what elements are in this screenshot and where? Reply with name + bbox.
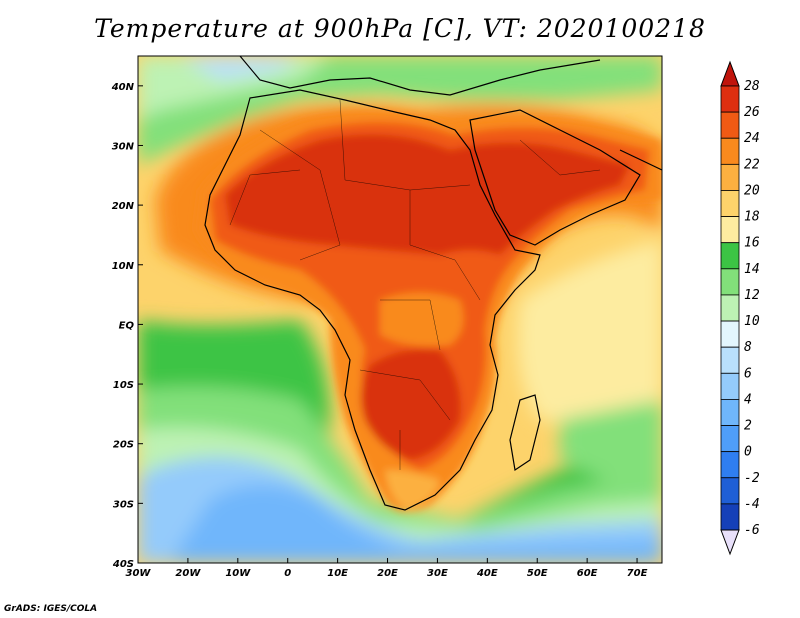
lon-tick-label: 30W	[126, 568, 152, 579]
lon-tick-label: 60E	[577, 568, 598, 579]
colorbar-box	[720, 85, 740, 113]
coast-india	[619, 149, 662, 171]
colorbar-box	[720, 268, 740, 296]
colorbar-box	[720, 477, 740, 505]
lon-tick-label: 10W	[225, 568, 251, 579]
field-indian-green	[560, 400, 662, 500]
colorbar-label: 10	[744, 314, 760, 329]
colorbar-label: -2	[744, 471, 760, 486]
colorbar-box	[720, 216, 740, 244]
lat-tick-label: 40N	[111, 82, 135, 93]
field-satl-blue2	[170, 485, 662, 563]
colorbar-label: 22	[744, 157, 760, 172]
colorbar-label: 4	[744, 392, 752, 407]
colorbar-box	[720, 163, 740, 191]
colorbar-under-triangle	[720, 529, 740, 556]
lon-tick-label: 40E	[476, 568, 498, 579]
lon-tick-label: 20W	[175, 568, 201, 579]
colorbar-box	[720, 320, 740, 348]
credit-label: GrADS: IGES/COLA	[4, 604, 98, 614]
coast-madagascar	[509, 394, 541, 472]
field-land-hot	[225, 134, 630, 255]
colorbar-label: 12	[744, 288, 760, 303]
colorbar-box	[720, 346, 740, 374]
colorbar-box	[720, 425, 740, 453]
lon-tick-label: 70E	[627, 568, 648, 579]
colorbar-box	[720, 111, 740, 139]
colorbar-label: -6	[744, 523, 760, 538]
colorbar-label: 16	[744, 236, 760, 251]
field-north-blue	[180, 56, 300, 80]
lon-tick-label: 50E	[527, 568, 548, 579]
colorbar-label: 18	[744, 210, 760, 225]
colorbar-label: 26	[744, 105, 760, 120]
lat-tick-label: 30S	[113, 499, 134, 510]
colorbar-box	[720, 242, 740, 270]
field-north-cool	[138, 56, 330, 120]
lon-tick-label: 0	[284, 568, 291, 579]
colorbar-box	[720, 399, 740, 426]
colorbar-over-triangle	[720, 60, 740, 87]
lat-tick-label: 30N	[112, 141, 135, 152]
coast-europe	[239, 56, 601, 96]
lat-tick-label: 10N	[112, 261, 135, 272]
colorbar-label: 14	[744, 262, 760, 277]
colorbar-label: -4	[744, 497, 760, 512]
coast-africa	[204, 89, 541, 511]
lat-tick-label: 20N	[112, 201, 135, 212]
colorbar-box	[720, 372, 740, 400]
lat-tick-label: 40S	[112, 559, 134, 570]
colorbar-label: 28	[744, 79, 760, 94]
lon-tick-label: 10E	[327, 568, 348, 579]
lat-tick-label: 20S	[113, 440, 134, 451]
country-borders	[229, 99, 601, 470]
coast-arabia	[469, 109, 641, 246]
colorbar-box	[720, 137, 740, 165]
colorbar-box	[720, 294, 740, 322]
map-frame	[137, 55, 663, 564]
coastlines	[204, 56, 662, 511]
map-title: Temperature at 900hPa [C], VT: 202010021…	[94, 14, 706, 43]
lon-tick-label: 30E	[427, 568, 448, 579]
colorbar-box	[720, 451, 740, 479]
colorbar-label: 24	[744, 131, 760, 146]
field-indian-yellow	[517, 240, 662, 425]
temperature-field	[138, 56, 662, 563]
lat-tick-label: EQ	[119, 320, 135, 331]
lat-tick-label: 10S	[113, 380, 134, 391]
colorbar-label: 0	[744, 445, 752, 460]
colorbar-label: 20	[744, 183, 760, 198]
colorbar-label: 2	[744, 419, 752, 434]
colorbar-box	[720, 190, 740, 217]
field-congo-orange	[380, 292, 464, 347]
latitude-axis: 40N 30N 20N 10N EQ 10S 20S 30S 40S	[111, 82, 143, 570]
colorbar-box	[720, 503, 740, 531]
field-land-hot-south	[361, 349, 461, 460]
lon-tick-label: 20E	[377, 568, 398, 579]
colorbar-label: 6	[744, 366, 752, 381]
colorbar-label: 8	[744, 340, 752, 355]
longitude-axis: 30W 20W 10W 0 10E 20E 30E 40E 50E 60E 70E	[126, 558, 648, 579]
